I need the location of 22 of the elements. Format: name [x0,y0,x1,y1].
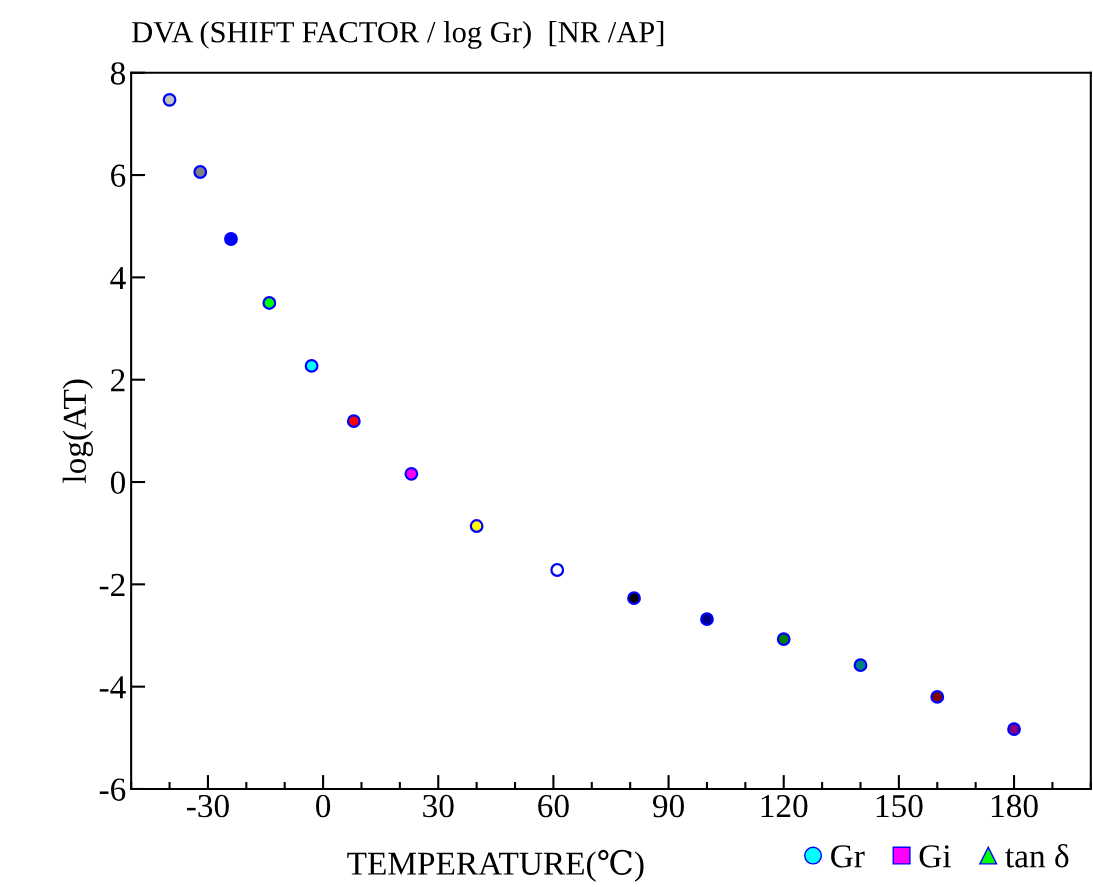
legend-label: Gr [831,845,865,868]
y-tick-label: 4 [110,267,126,289]
y-tick-label: 8 [110,62,126,85]
x-tick-label: 150 [876,794,923,818]
x-tick-label: 90 [652,794,684,818]
y-tick-label: 0 [110,471,126,494]
x-tick-label: 180 [991,794,1038,818]
x-tick-label: 60 [538,794,569,818]
y-tick-label: -2 [99,573,125,596]
legend-label: tan δ [1005,843,1069,868]
y-tick-label: 6 [111,164,126,187]
x-tick-label: 0 [316,794,331,818]
y-tick-label: -4 [99,676,126,699]
x-tick-label: -30 [186,794,229,818]
x-axis-title: TEMPERATURE(℃) [347,849,644,882]
y-tick-label: -6 [99,778,126,801]
x-tick-label: 30 [423,794,454,818]
y-tick-label: 2 [111,369,125,392]
legend-label: Gi [919,845,951,868]
y-axis-title: log(AT) [62,379,93,483]
chart-title: DVA (SHIFT FACTOR / log Gr) [NR /AP] [132,20,664,49]
x-tick-label: 120 [761,794,808,818]
